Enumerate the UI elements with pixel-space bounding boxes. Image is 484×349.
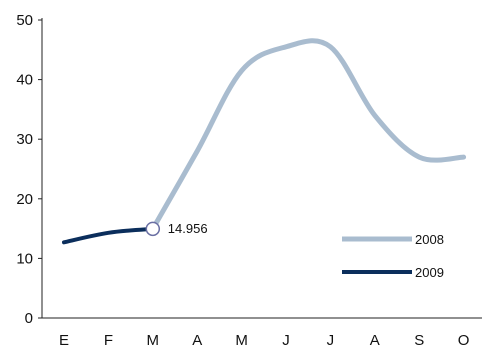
chart-axes bbox=[38, 18, 482, 319]
series-line-2008 bbox=[150, 38, 467, 232]
x-tick-label: J bbox=[327, 332, 335, 349]
x-tick-label: M bbox=[147, 332, 160, 349]
annotations: 14.956 bbox=[145, 221, 208, 237]
y-tick-label: 20 bbox=[16, 191, 33, 208]
x-tick-label: O bbox=[458, 332, 470, 349]
legend-label-2008: 2008 bbox=[415, 232, 444, 247]
x-tick-label: A bbox=[370, 332, 380, 349]
series-line-2009 bbox=[62, 226, 155, 245]
x-tick-label: E bbox=[59, 332, 69, 349]
y-tick-label: 0 bbox=[25, 310, 33, 327]
data-label: 14.956 bbox=[168, 221, 208, 236]
legend: 2008 2009 bbox=[342, 232, 444, 280]
y-tick-label: 10 bbox=[16, 250, 33, 267]
legend-label-2009: 2009 bbox=[415, 265, 444, 280]
series-lines bbox=[62, 38, 467, 245]
highlight-marker bbox=[145, 221, 161, 237]
x-tick-label: S bbox=[414, 332, 424, 349]
x-tick-label: M bbox=[235, 332, 248, 349]
x-tick-label: A bbox=[192, 332, 202, 349]
y-tick-label: 50 bbox=[16, 12, 33, 29]
y-tick-label: 40 bbox=[16, 72, 33, 89]
tick-labels: 0 10 20 30 40 50 E F M A M J J A S O bbox=[16, 12, 469, 349]
y-tick-label: 30 bbox=[16, 131, 33, 148]
x-tick-label: F bbox=[104, 332, 113, 349]
x-tick-label: J bbox=[282, 332, 290, 349]
